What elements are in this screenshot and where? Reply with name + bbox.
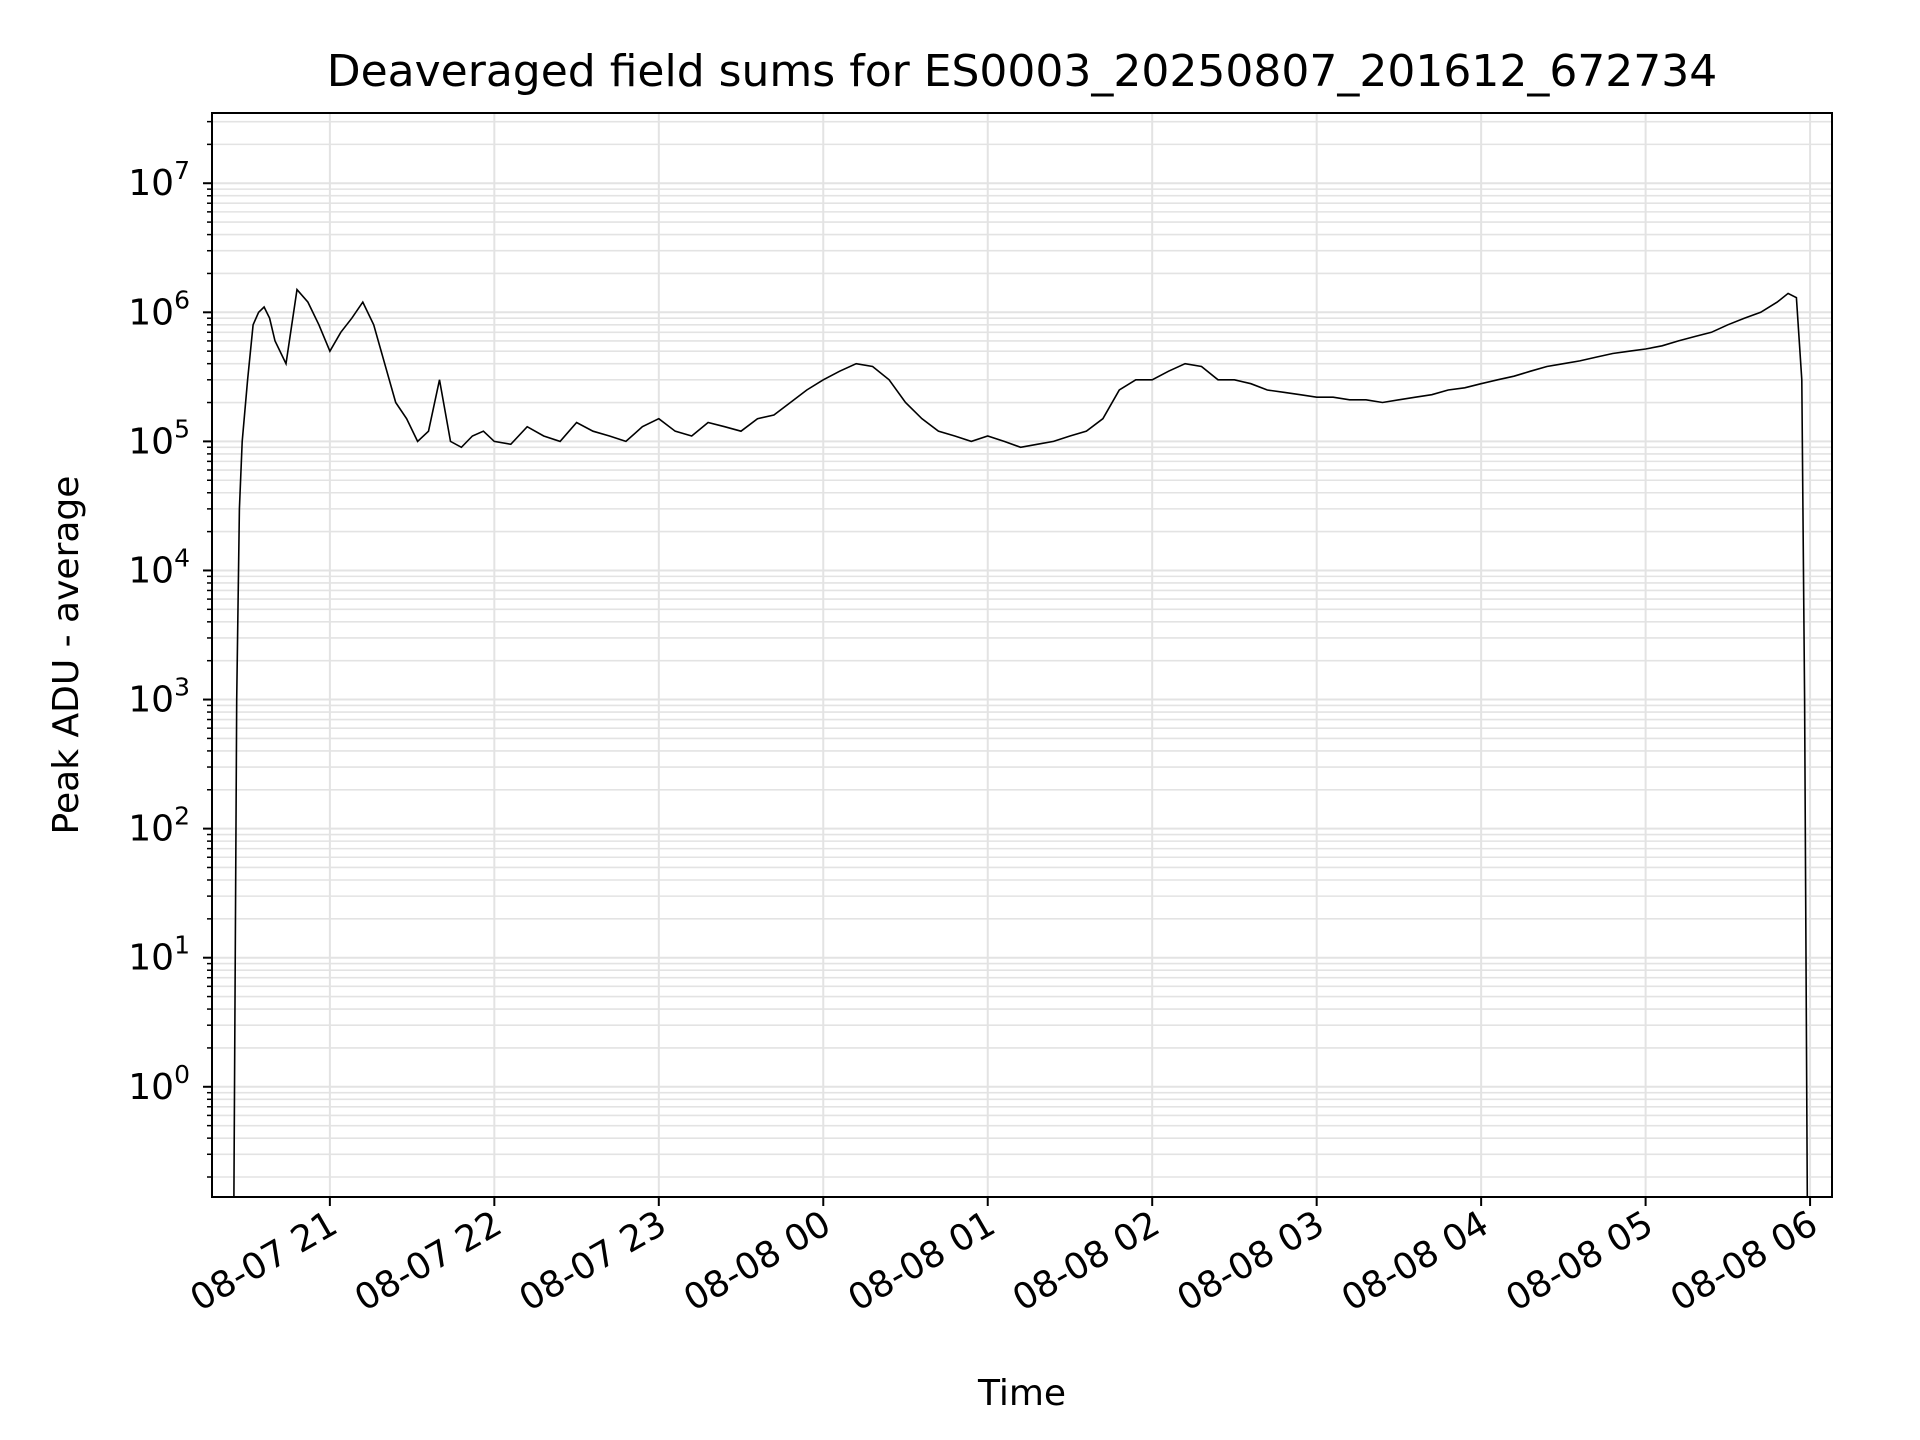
- y-tick-label: 106: [128, 285, 190, 333]
- chart-title: Deaveraged field sums for ES0003_2025080…: [327, 46, 1718, 97]
- y-tick-label: 107: [128, 156, 190, 204]
- y-axis-label: Peak ADU - average: [46, 476, 87, 835]
- y-tick-label: 103: [128, 673, 190, 721]
- y-tick-label: 102: [128, 802, 190, 850]
- series-line: [233, 287, 1809, 1198]
- y-tick-label: 104: [128, 543, 190, 591]
- y-tick-label: 100: [128, 1060, 190, 1108]
- y-tick-label: 105: [128, 414, 190, 462]
- grid: [212, 113, 1832, 1197]
- y-axis: 100 101 102 103 104 105 106 107: [128, 120, 212, 1178]
- y-tick-label: 101: [128, 931, 190, 979]
- x-axis-label: Time: [977, 1373, 1066, 1414]
- axes-frame: [211, 112, 1833, 1198]
- plot-area: [233, 287, 1809, 1198]
